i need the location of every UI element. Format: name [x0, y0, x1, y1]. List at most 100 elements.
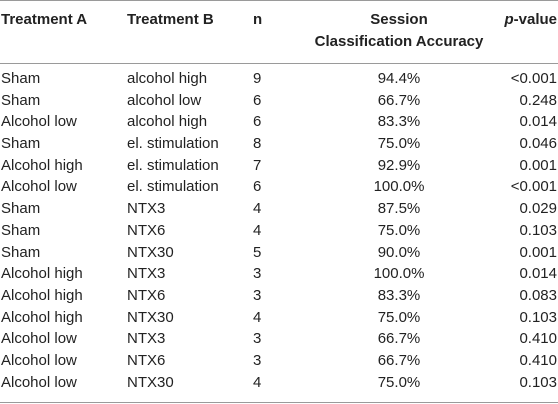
cell-n: 6 — [253, 113, 262, 131]
header-rule — [0, 63, 558, 64]
cell-p-value: <0.001 — [510, 178, 557, 196]
table-row: Alcohol low el. stimulation 6 100.0% <0.001 — [0, 176, 558, 198]
cell-accuracy: 100.0% — [373, 178, 425, 196]
cell-n: 6 — [253, 91, 262, 109]
header-n: n — [253, 11, 263, 28]
cell-treatment-a: Alcohol low — [1, 373, 77, 391]
cell-accuracy: 75.0% — [377, 373, 421, 391]
cell-n: 3 — [253, 351, 262, 369]
cell-treatment-b: NTX3 — [127, 330, 166, 348]
cell-n: 5 — [253, 243, 262, 261]
cell-n: 4 — [253, 308, 262, 326]
cell-treatment-b: el. stimulation — [127, 156, 219, 174]
table-row: Sham NTX6 4 75.0% 0.103 — [0, 220, 558, 242]
cell-p-value: <0.001 — [510, 70, 557, 87]
cell-accuracy: 83.3% — [377, 113, 421, 131]
cell-accuracy: 90.0% — [377, 243, 421, 261]
cell-treatment-b: NTX30 — [127, 243, 174, 261]
cell-p-value: 0.083 — [519, 286, 557, 304]
cell-treatment-a: Sham — [1, 91, 41, 109]
header-accuracy: Session Classification Accuracy — [294, 9, 504, 53]
cell-p-value: 0.001 — [519, 156, 557, 174]
cell-n: 4 — [253, 200, 262, 218]
cell-treatment-b: el. stimulation — [127, 135, 219, 153]
table-row: Alcohol low NTX3 3 66.7% 0.410 — [0, 328, 558, 350]
cell-accuracy: 92.9% — [377, 156, 421, 174]
cell-treatment-a: Sham — [1, 243, 41, 261]
cell-accuracy: 75.0% — [377, 135, 421, 153]
header-treatment-a: Treatment A — [1, 11, 88, 28]
table-row: Alcohol high el. stimulation 7 92.9% 0.001 — [0, 155, 558, 177]
cell-treatment-b: alcohol high — [127, 70, 208, 87]
cell-accuracy: 66.7% — [377, 330, 421, 348]
table-header: Treatment A Treatment B n Session Classi… — [0, 0, 558, 63]
header-accuracy-line1: Session — [370, 11, 428, 28]
cell-p-value: 0.410 — [519, 330, 557, 348]
header-p-italic: p — [504, 11, 514, 28]
cell-accuracy: 100.0% — [373, 265, 425, 283]
cell-treatment-a: Alcohol low — [1, 113, 77, 131]
cell-accuracy: 66.7% — [377, 351, 421, 369]
table-row: Alcohol high NTX6 3 83.3% 0.083 — [0, 285, 558, 307]
cell-treatment-a: Sham — [1, 70, 41, 87]
cell-n: 3 — [253, 265, 262, 283]
cell-treatment-b: NTX6 — [127, 221, 166, 239]
cell-treatment-a: Alcohol high — [1, 265, 83, 283]
cell-p-value: 0.029 — [519, 200, 557, 218]
cell-treatment-b: NTX30 — [127, 373, 174, 391]
cell-treatment-a: Alcohol high — [1, 308, 83, 326]
cell-treatment-a: Sham — [1, 200, 41, 218]
cell-treatment-a: Alcohol high — [1, 156, 83, 174]
cell-n: 4 — [253, 373, 262, 391]
cell-treatment-b: NTX6 — [127, 351, 166, 369]
cell-p-value: 0.046 — [519, 135, 557, 153]
cell-treatment-b: el. stimulation — [127, 178, 219, 196]
cell-p-value: 0.103 — [519, 221, 557, 239]
top-rule — [0, 0, 558, 1]
cell-treatment-a: Alcohol high — [1, 286, 83, 304]
cell-accuracy: 75.0% — [377, 308, 421, 326]
table-row: Alcohol high NTX30 4 75.0% 0.103 — [0, 307, 558, 329]
cell-accuracy: 87.5% — [377, 200, 421, 218]
table-body: Sham alcohol high 9 94.4% <0.001 Sham alcohol … — [0, 68, 558, 393]
cell-p-value: 0.001 — [519, 243, 557, 261]
cell-treatment-b: NTX6 — [127, 286, 166, 304]
cell-n: 6 — [253, 178, 262, 196]
cell-n: 7 — [253, 156, 262, 174]
cell-n: 9 — [253, 70, 262, 87]
cell-treatment-a: Alcohol low — [1, 351, 77, 369]
cell-treatment-a: Sham — [1, 135, 41, 153]
cell-treatment-b: NTX30 — [127, 308, 174, 326]
table-row: Sham NTX30 5 90.0% 0.001 — [0, 242, 558, 264]
cell-p-value: 0.014 — [519, 265, 557, 283]
header-treatment-b: Treatment B — [127, 11, 214, 28]
cell-n: 3 — [253, 330, 262, 348]
header-p-suffix: -value — [513, 11, 557, 28]
cell-p-value: 0.014 — [519, 113, 557, 131]
cell-treatment-a: Alcohol low — [1, 330, 77, 348]
cell-n: 4 — [253, 221, 262, 239]
cell-treatment-b: alcohol high — [127, 113, 208, 131]
cell-p-value: 0.248 — [519, 91, 557, 109]
table-row: Alcohol low alcohol high 6 83.3% 0.014 — [0, 111, 558, 133]
header-accuracy-line2: Classification Accuracy — [314, 33, 484, 50]
cell-n: 3 — [253, 286, 262, 304]
table-row: Alcohol low NTX30 4 75.0% 0.103 — [0, 372, 558, 394]
cell-p-value: 0.103 — [519, 308, 557, 326]
table-row: Sham alcohol high 9 94.4% <0.001 — [0, 68, 558, 90]
cell-treatment-b: NTX3 — [127, 265, 166, 283]
cell-accuracy: 66.7% — [377, 91, 421, 109]
table-row: Sham NTX3 4 87.5% 0.029 — [0, 198, 558, 220]
cell-treatment-b: alcohol low — [127, 91, 202, 109]
bottom-rule — [0, 402, 558, 403]
cell-treatment-a: Alcohol low — [1, 178, 77, 196]
cell-accuracy: 83.3% — [377, 286, 421, 304]
cell-treatment-b: NTX3 — [127, 200, 166, 218]
cell-p-value: 0.410 — [519, 351, 557, 369]
cell-p-value: 0.103 — [519, 373, 557, 391]
table-row: Alcohol high NTX3 3 100.0% 0.014 — [0, 263, 558, 285]
table-row: Sham alcohol low 6 66.7% 0.248 — [0, 90, 558, 112]
cell-treatment-a: Sham — [1, 221, 41, 239]
cell-n: 8 — [253, 135, 262, 153]
